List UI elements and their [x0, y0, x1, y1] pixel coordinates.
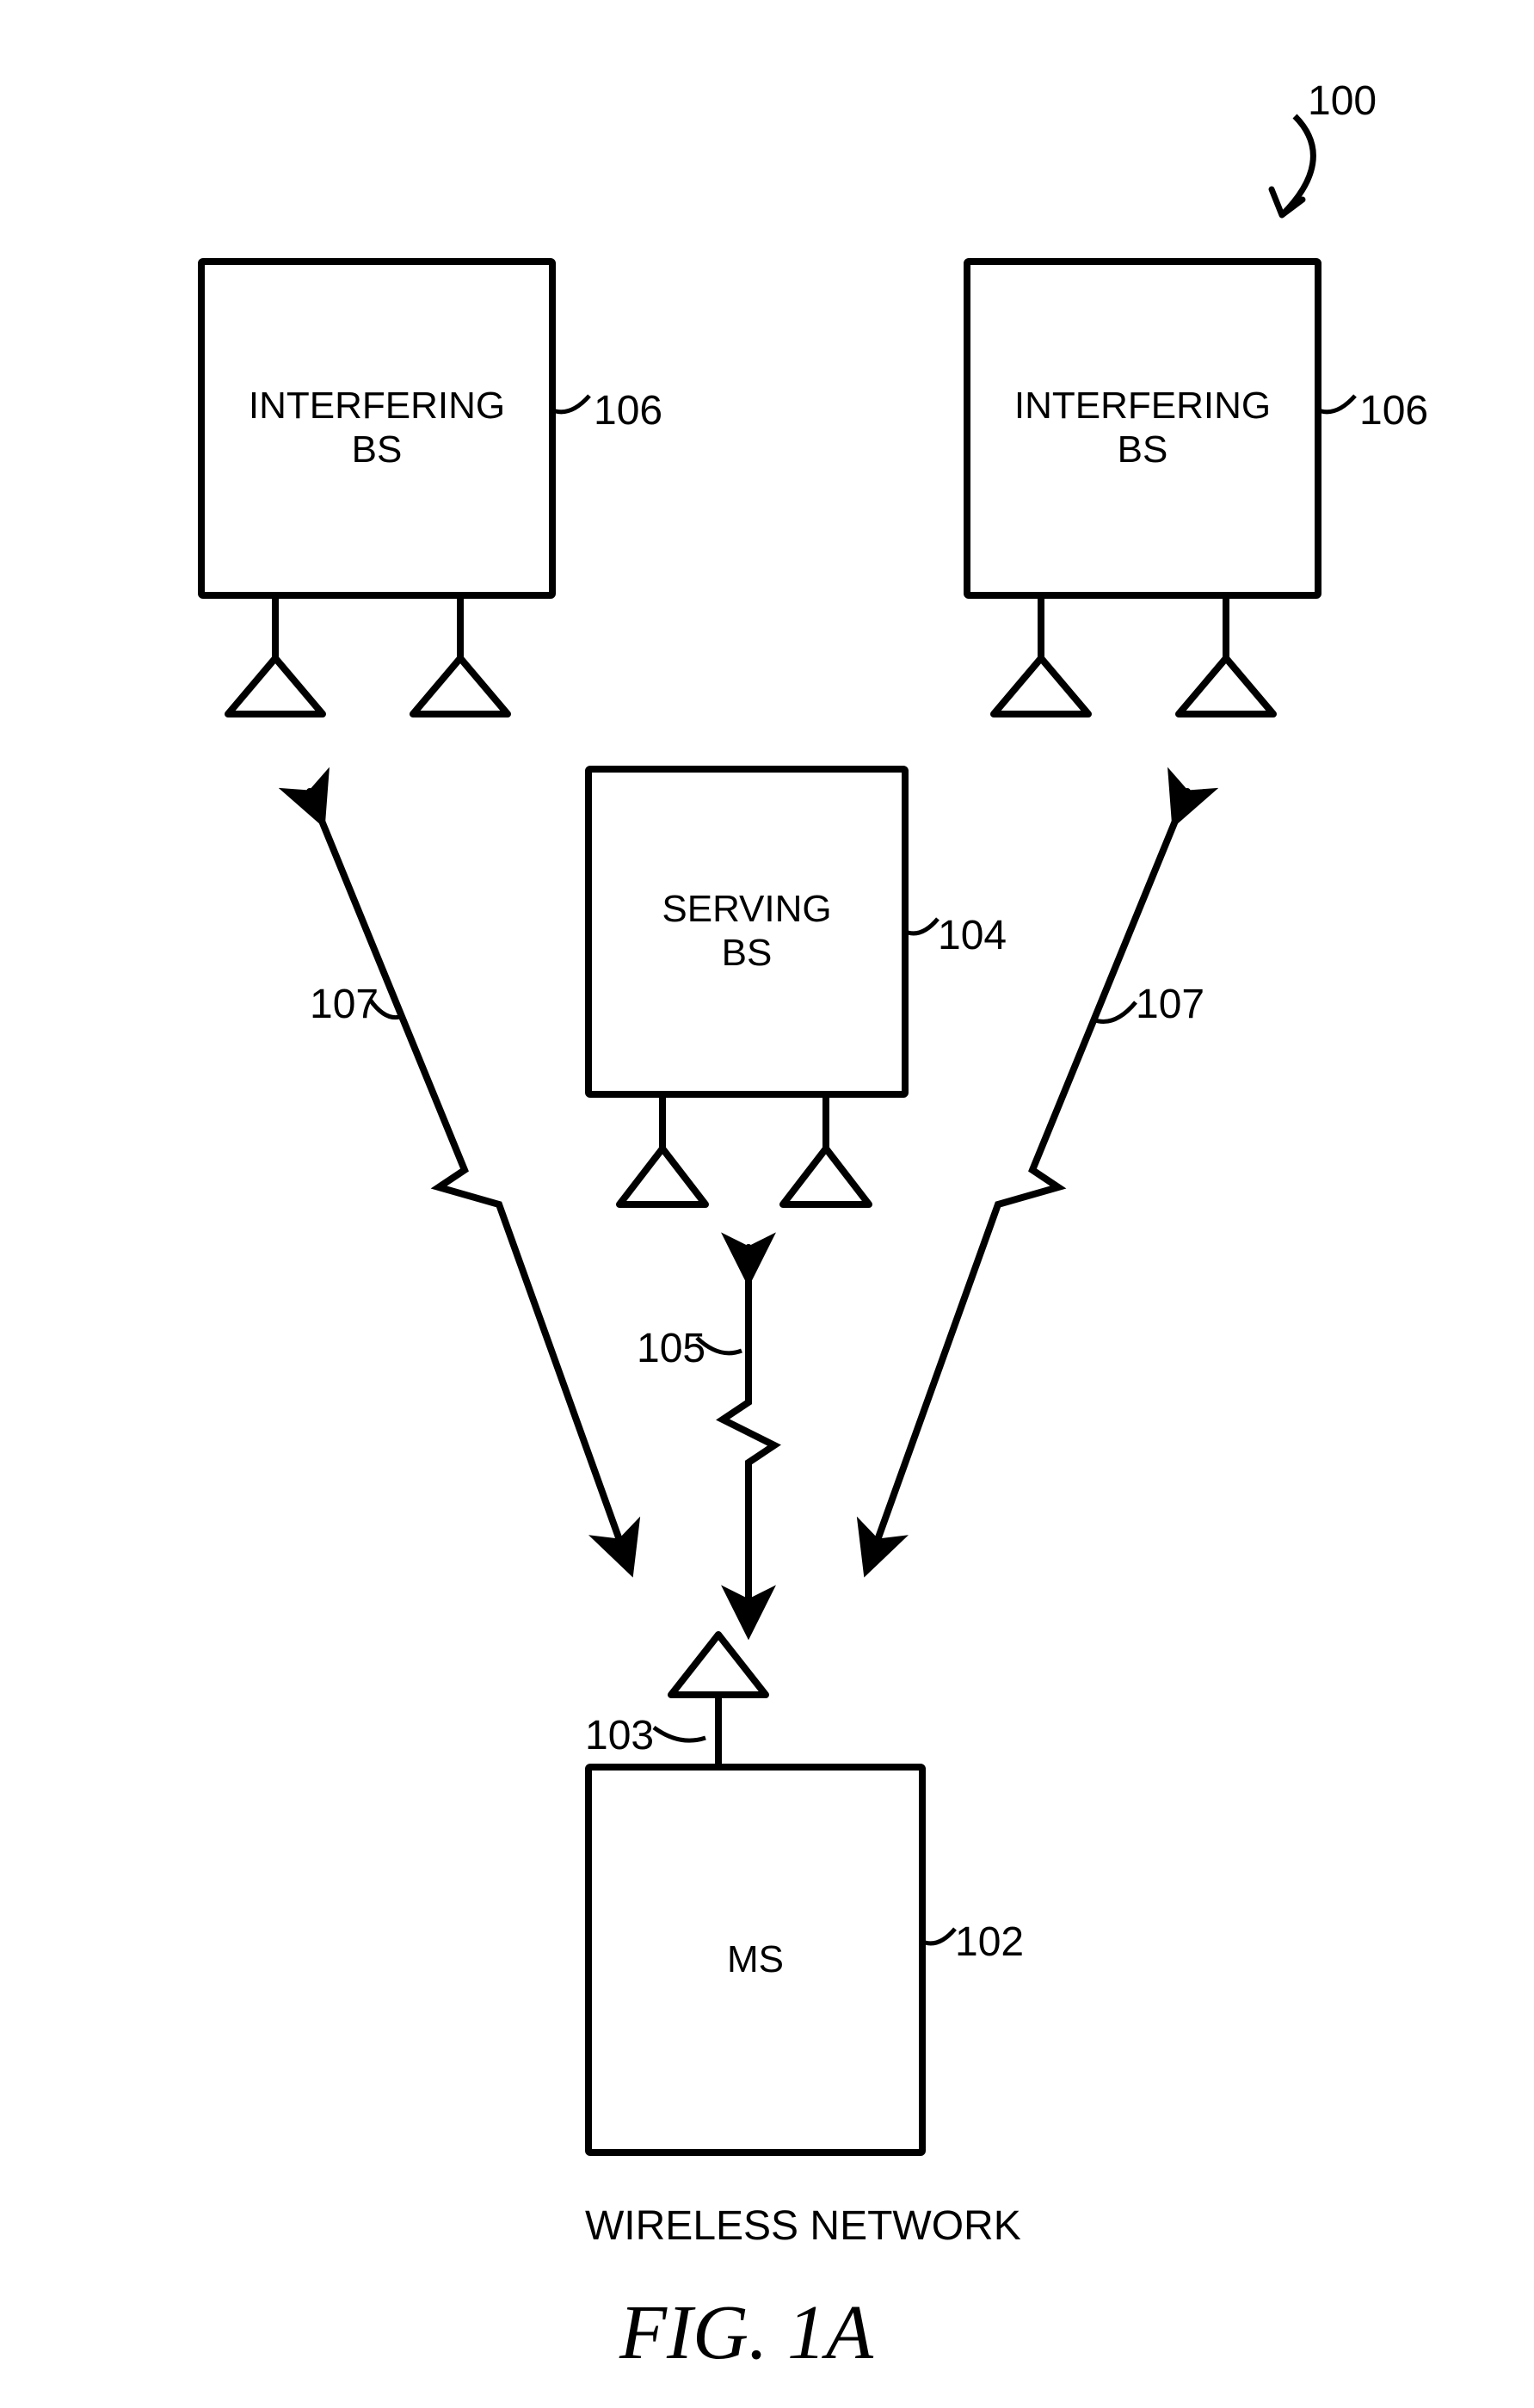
interfering-bs-left-label-line1: INTERFERING: [249, 385, 505, 428]
serving-bs-ref: 104: [938, 912, 1007, 959]
interfering-bs-right-label-line2: BS: [1118, 428, 1168, 472]
ms-antenna-ref: 103: [585, 1712, 654, 1759]
ms-label: MS: [727, 1938, 784, 1982]
interfering-bs-right-box: INTERFERING BS: [964, 258, 1321, 599]
interfering-bs-right-ref: 106: [1359, 387, 1428, 434]
interfering-bs-right-label-line1: INTERFERING: [1014, 385, 1271, 428]
diagram-canvas: INTERFERING BS 106 INTERFERING BS 106 SE…: [0, 0, 1534, 2408]
interfering-bs-left-box: INTERFERING BS: [198, 258, 556, 599]
serving-bs-label-line2: BS: [722, 932, 773, 976]
ms-box: MS: [585, 1764, 926, 2156]
ms-antenna: [671, 1635, 766, 1764]
callout-100-arrow: [1272, 116, 1313, 215]
signal-right-ref: 107: [1136, 981, 1204, 1028]
figure-title: FIG. 1A: [619, 2288, 873, 2377]
interfering-bs-left-antennas: [228, 594, 508, 714]
interfering-bs-left-ref: 106: [594, 387, 662, 434]
serving-bs-box: SERVING BS: [585, 766, 909, 1098]
serving-bs-label-line1: SERVING: [662, 888, 831, 932]
caption-wireless-network: WIRELESS NETWORK: [585, 2202, 1021, 2250]
interfering-bs-left-label-line2: BS: [352, 428, 403, 472]
ms-ref: 102: [955, 1918, 1024, 1966]
signal-center-ref: 105: [637, 1325, 705, 1372]
interfering-bs-right-antennas: [994, 594, 1273, 714]
figure-ref-100: 100: [1308, 77, 1377, 125]
serving-bs-antennas: [619, 1093, 869, 1204]
ref-leaders: [370, 396, 1355, 1943]
signal-left-ref: 107: [310, 981, 379, 1028]
